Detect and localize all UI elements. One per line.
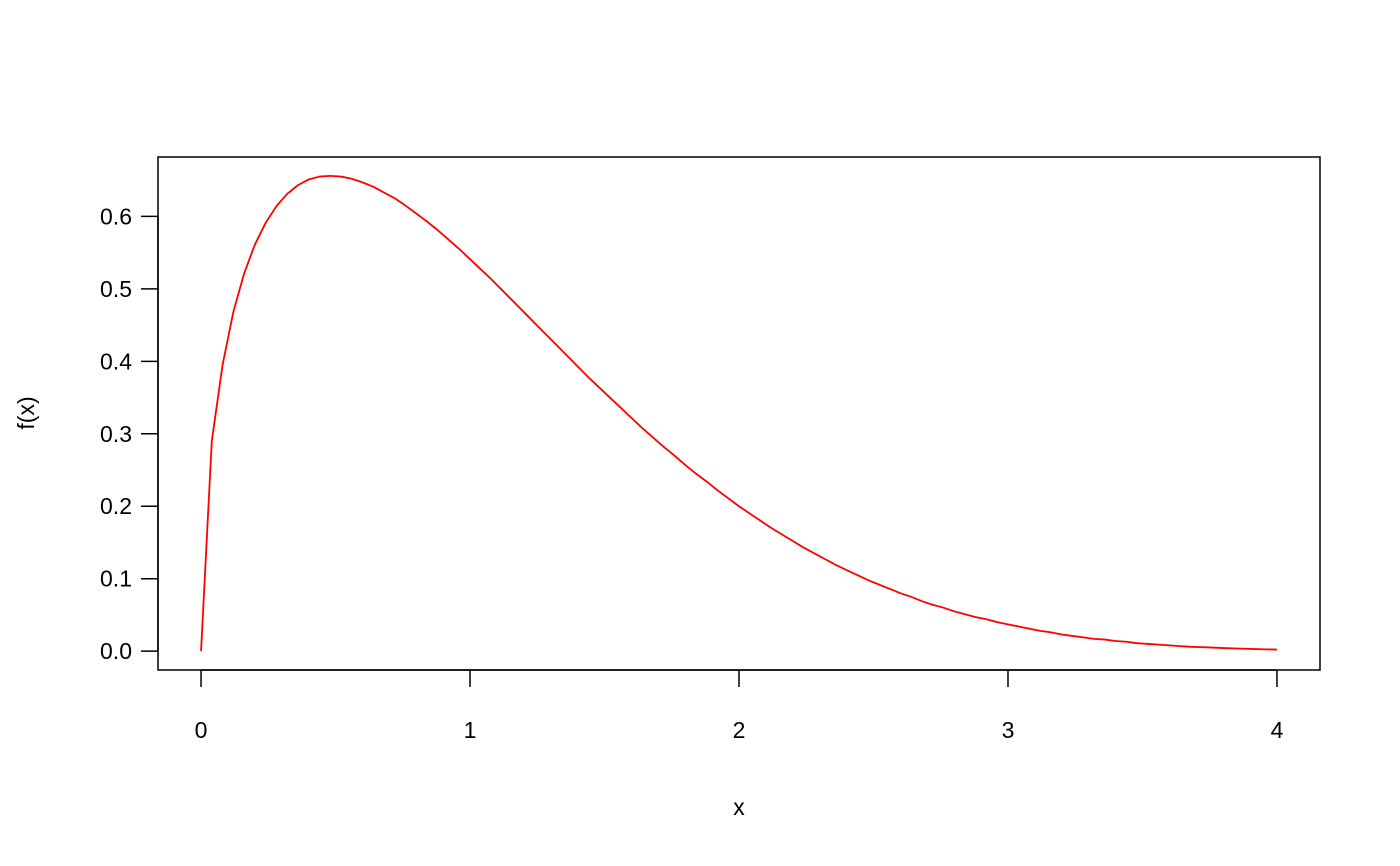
- series-line: [200, 174, 1277, 652]
- y-tick-label: 0.3: [100, 421, 132, 447]
- y-axis: 0.0 0.1 0.2 0.3 0.4 0.5 0.6: [100, 203, 159, 664]
- x-axis: 0 1 2 3 4: [195, 669, 1284, 743]
- y-tick-label: 0.0: [100, 638, 132, 664]
- y-axis-label: f(x): [13, 396, 39, 429]
- plot-frame: [157, 156, 1321, 671]
- y-tick-label: 0.4: [100, 348, 132, 374]
- x-tick-label: 3: [1002, 717, 1015, 743]
- y-tick-label: 0.1: [100, 566, 132, 592]
- y-tick-label: 0.5: [100, 276, 132, 302]
- x-tick-label: 4: [1271, 717, 1284, 743]
- x-tick-label: 0: [195, 717, 208, 743]
- x-axis-label: x: [733, 794, 745, 820]
- x-tick-label: 1: [464, 717, 477, 743]
- x-tick-label: 2: [733, 717, 746, 743]
- y-tick-label: 0.2: [100, 493, 132, 519]
- y-tick-label: 0.6: [100, 203, 132, 229]
